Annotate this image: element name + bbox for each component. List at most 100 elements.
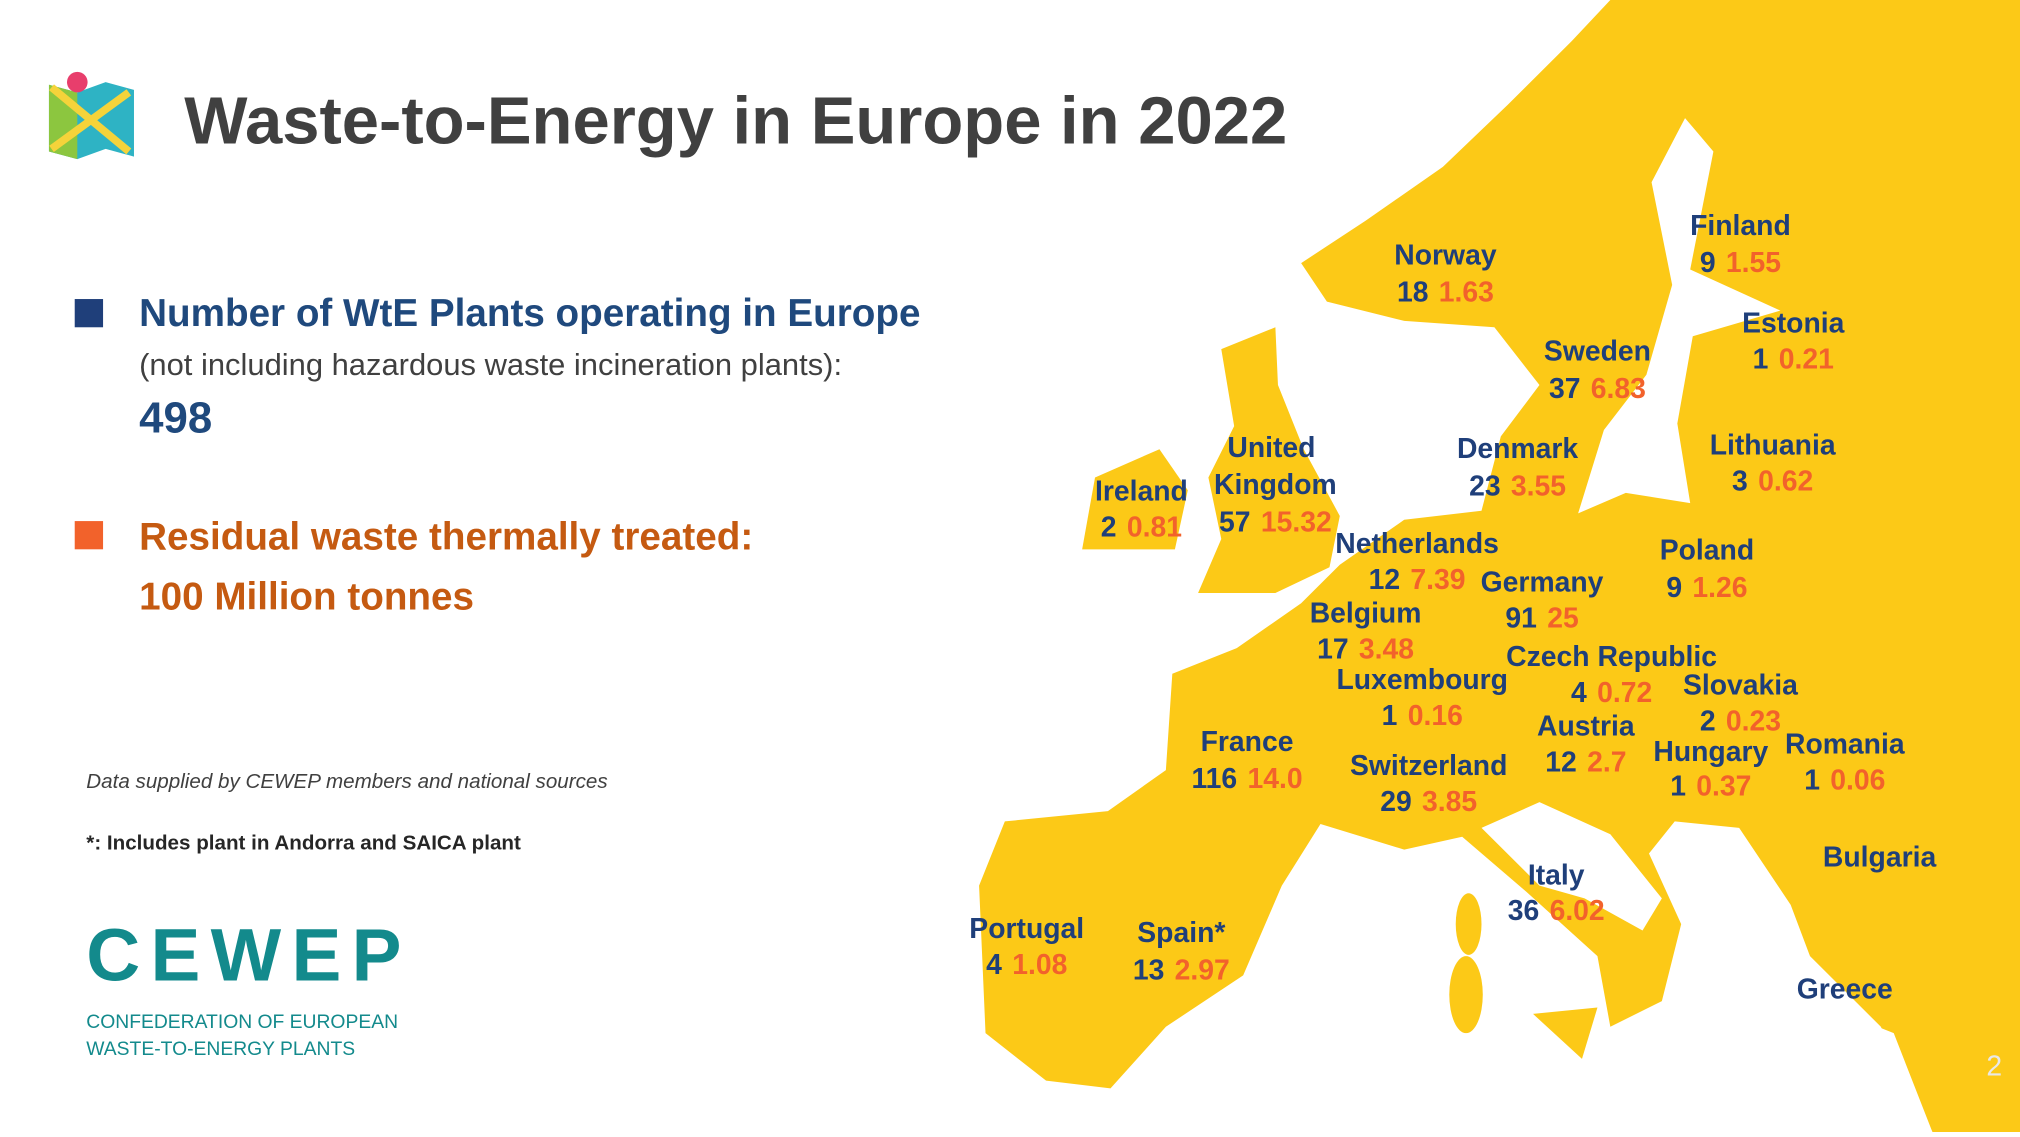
tonnes: 0.37 [1696, 770, 1751, 802]
country-name: Bulgaria [1823, 840, 1937, 872]
stat-label: Number of WtE Plants operating in Europe [139, 292, 920, 335]
plants: 29 [1380, 785, 1412, 817]
footnote: Data supplied by CEWEP members and natio… [86, 770, 607, 793]
tonnes: 0.21 [1779, 342, 1834, 374]
country-name: Hungary [1653, 735, 1768, 767]
plants: 1 [1670, 770, 1686, 802]
plants: 1 [1753, 342, 1769, 374]
tonnes: 0.72 [1597, 676, 1652, 708]
legend-square [74, 299, 104, 328]
plants: 91 [1505, 602, 1537, 634]
tonnes: 1.55 [1726, 246, 1781, 278]
country-values: 2 0.23 [1700, 704, 1781, 736]
country-values: 1 0.21 [1753, 342, 1834, 374]
map-sea [1777, 924, 1933, 1132]
plants: 4 [1571, 676, 1587, 708]
plants: 57 [1219, 505, 1251, 537]
country-values: 37 6.83 [1549, 372, 1646, 404]
footnote: *: Includes plant in Andorra and SAICA p… [86, 832, 521, 855]
icon-pin [66, 71, 88, 93]
tonnes: 6.02 [1550, 894, 1605, 926]
country-name: Italy [1528, 858, 1585, 890]
country-values: 3 0.62 [1732, 464, 1813, 496]
tonnes: 0.06 [1830, 763, 1885, 795]
country-name: Slovakia [1683, 668, 1798, 700]
stat-note: (not including hazardous waste incinerat… [139, 347, 842, 382]
country-name: Portugal [969, 912, 1084, 944]
name-line: Kingdom [1214, 468, 1337, 500]
country-name: Greece [1797, 973, 1893, 1005]
tonnes: 0.62 [1758, 464, 1813, 496]
country-values: 9 1.55 [1700, 246, 1781, 278]
country-values: 1 0.06 [1804, 763, 1885, 795]
tonnes: 0.16 [1408, 699, 1463, 731]
tonnes: 0.23 [1726, 704, 1781, 736]
country-values: 18 1.63 [1397, 276, 1494, 308]
country-values: 91 25 [1505, 602, 1578, 634]
tonnes: 3.48 [1359, 632, 1414, 664]
plants: 1 [1382, 699, 1398, 731]
tonnes: 14.0 [1247, 762, 1302, 794]
map-island [1533, 1007, 1598, 1059]
country-values: 12 7.39 [1369, 563, 1466, 595]
tonnes: 3.85 [1422, 785, 1477, 817]
map-island [1455, 893, 1482, 955]
plants: 18 [1397, 276, 1429, 308]
plants: 116 [1191, 762, 1237, 794]
map-island [1198, 327, 1340, 593]
plants: 36 [1508, 894, 1540, 926]
map [979, 0, 2020, 1132]
map-icon [48, 71, 134, 160]
country-name: Austria [1537, 709, 1635, 741]
plants: 3 [1732, 464, 1748, 496]
country-values: 1 0.16 [1382, 699, 1463, 731]
country-name: Sweden [1544, 335, 1651, 367]
plants: 4 [986, 948, 1002, 980]
name-line: United [1227, 431, 1323, 463]
country-values: 116 14.0 [1191, 762, 1302, 794]
country-values: 2 0.81 [1101, 511, 1182, 543]
tonnes: 2.7 [1587, 745, 1626, 777]
stat-label: Residual waste thermally treated: [139, 515, 753, 558]
country-values: 1 0.37 [1670, 770, 1751, 802]
plants: 12 [1545, 745, 1577, 777]
legend-square [74, 521, 104, 550]
plants: 2 [1101, 511, 1117, 543]
country-name: Lithuania [1710, 428, 1836, 460]
tonnes: 0.81 [1127, 511, 1182, 543]
tonnes: 1.26 [1692, 571, 1747, 603]
stat-value: 498 [139, 394, 212, 443]
tonnes: 6.83 [1591, 372, 1646, 404]
plants: 2 [1700, 704, 1716, 736]
country-values: 17 3.48 [1317, 632, 1414, 664]
country-name: Finland [1690, 209, 1791, 241]
plants: 17 [1317, 632, 1349, 664]
country-values: 57 15.32 [1219, 505, 1332, 537]
tonnes: 3.55 [1511, 469, 1566, 501]
tonnes: 2.97 [1175, 953, 1230, 985]
country-name: Czech Republic [1506, 640, 1717, 672]
country-values: 13 2.97 [1133, 953, 1230, 985]
plants: 23 [1469, 469, 1501, 501]
tonnes: 1.63 [1439, 276, 1494, 308]
logo-text: WASTE-TO-ENERGY PLANTS [86, 1039, 355, 1060]
country-values: 36 6.02 [1508, 894, 1605, 926]
page-number: 2 [1986, 1050, 2002, 1082]
plants: 37 [1549, 372, 1581, 404]
icon-shape [49, 84, 132, 155]
country-name: Belgium [1310, 597, 1422, 629]
country-values: 23 3.55 [1469, 469, 1566, 501]
country-values: 4 1.08 [986, 948, 1067, 980]
country-values: 4 0.72 [1571, 676, 1652, 708]
country-values: 29 3.85 [1380, 785, 1477, 817]
logo-name: CEWEP [86, 913, 411, 997]
country-name: Spain* [1137, 916, 1225, 948]
country-name: Norway [1394, 238, 1497, 270]
country-name: Germany [1481, 566, 1604, 598]
country-name: France [1201, 725, 1294, 757]
country-name: Ireland [1095, 475, 1188, 507]
plants: 12 [1369, 563, 1401, 595]
plants: 13 [1133, 953, 1165, 985]
